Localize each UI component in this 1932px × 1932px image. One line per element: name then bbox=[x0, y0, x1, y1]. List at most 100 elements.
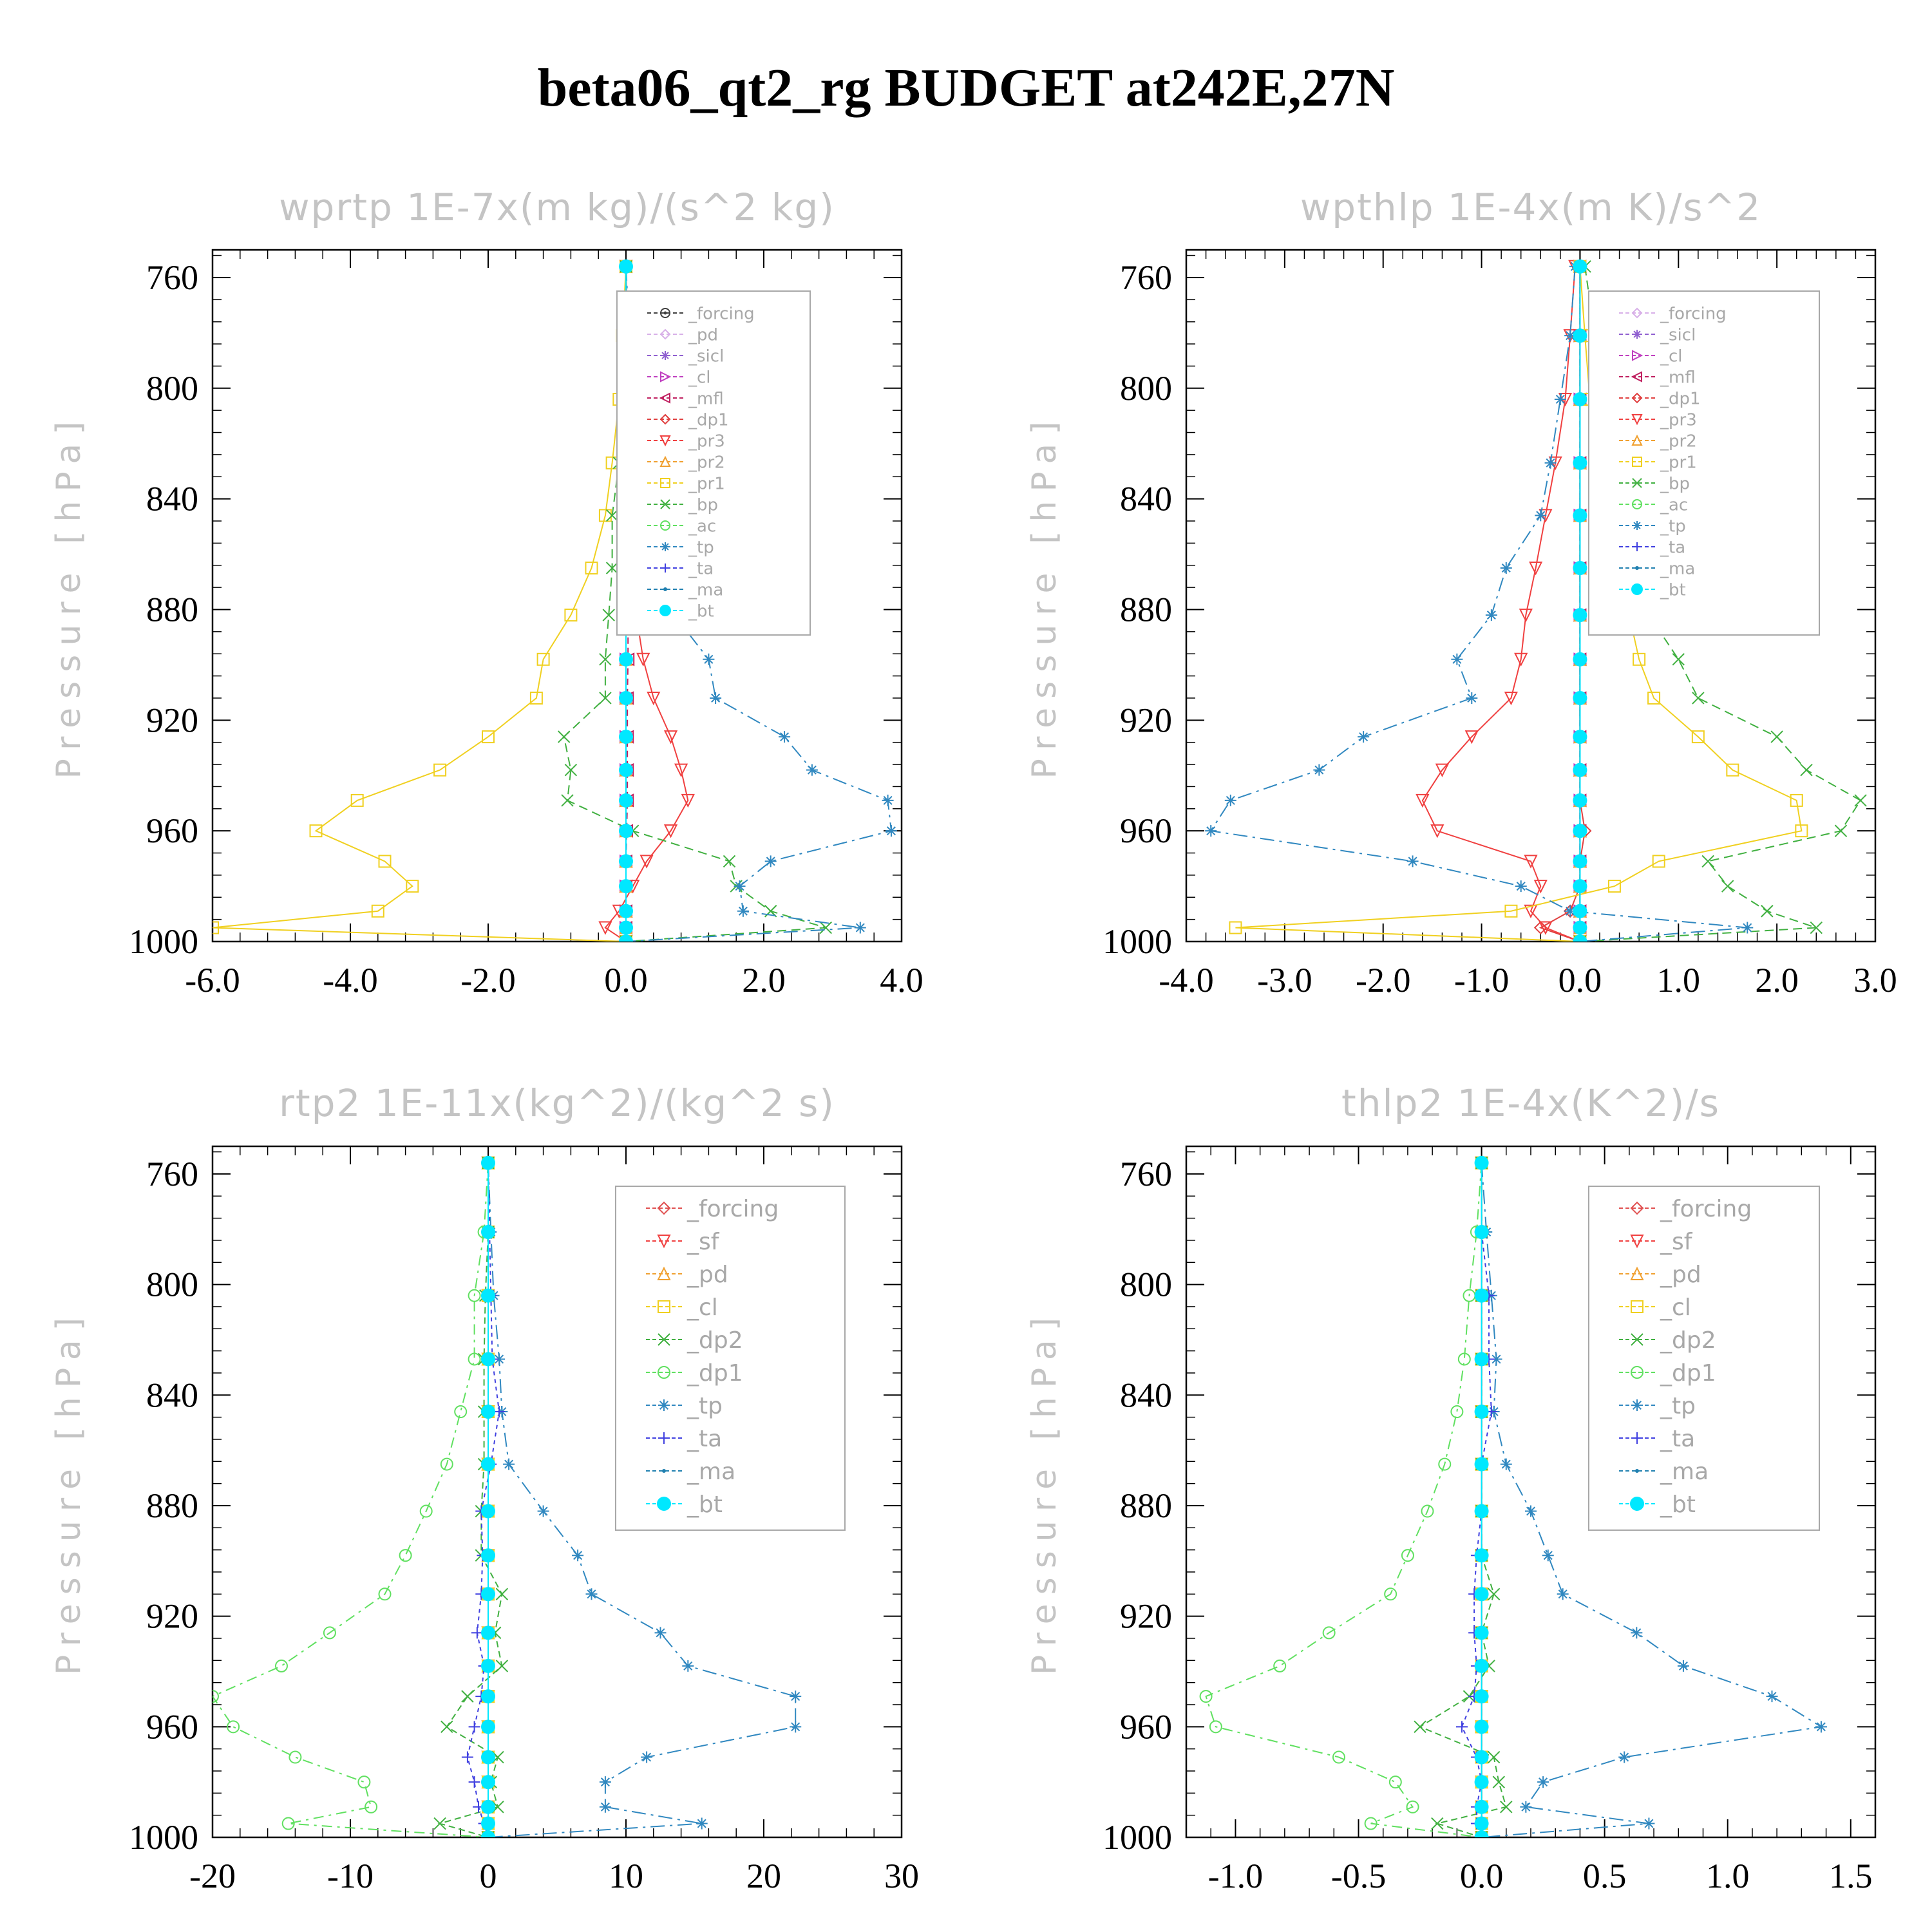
legend-label: _bp bbox=[1660, 474, 1690, 493]
data-point-bp bbox=[1854, 794, 1867, 807]
legend-label: _cl bbox=[687, 1294, 718, 1321]
y-tick-label: 960 bbox=[146, 1707, 198, 1746]
y-axis-label: Pressure [hPa] bbox=[50, 413, 88, 779]
data-point-pr1 bbox=[482, 730, 495, 744]
data-point-bp bbox=[723, 855, 736, 868]
data-point-pr3 bbox=[1464, 730, 1479, 744]
y-tick-label: 800 bbox=[146, 369, 198, 408]
y-tick-label: 760 bbox=[1120, 258, 1172, 297]
legend-marker bbox=[1632, 350, 1643, 361]
data-point-dp2 bbox=[440, 1720, 453, 1734]
legend-marker bbox=[659, 413, 671, 425]
legend-label: _forcing bbox=[1660, 304, 1727, 323]
data-point-dp1 bbox=[289, 1750, 302, 1764]
legend-label: _ta bbox=[1660, 538, 1685, 557]
legend-marker bbox=[658, 1366, 670, 1379]
data-point-bt bbox=[481, 1155, 495, 1170]
legend-marker bbox=[657, 1201, 671, 1215]
data-point-dp2 bbox=[1500, 1801, 1513, 1814]
data-point-bp bbox=[599, 692, 612, 705]
y-tick-label: 840 bbox=[146, 480, 198, 518]
data-point-dp1 bbox=[1450, 1405, 1464, 1419]
data-point-ta bbox=[493, 1406, 506, 1418]
data-point-tp bbox=[1618, 1751, 1631, 1763]
y-tick-label: 880 bbox=[1120, 590, 1172, 629]
data-point-bt bbox=[1573, 934, 1587, 942]
data-point-tp bbox=[737, 905, 749, 917]
data-point-ta bbox=[1456, 1721, 1468, 1733]
x-tick-label: 0 bbox=[480, 1857, 497, 1895]
data-point-tp bbox=[1564, 905, 1577, 917]
y-axis-label: Pressure [hPa] bbox=[50, 1309, 88, 1675]
legend-marker bbox=[657, 1235, 671, 1249]
data-point-dp2 bbox=[1414, 1720, 1426, 1734]
data-point-bt bbox=[619, 730, 633, 744]
data-point-tp bbox=[1224, 794, 1236, 806]
legend-label: _tp bbox=[688, 538, 714, 557]
legend-marker bbox=[1631, 1399, 1643, 1411]
data-point-bt bbox=[481, 1625, 495, 1640]
data-point-pr1 bbox=[536, 652, 550, 666]
data-point-tp bbox=[493, 1353, 506, 1365]
data-point-bp bbox=[1692, 692, 1705, 705]
data-point-pr1 bbox=[1795, 824, 1808, 838]
data-point-bt bbox=[1573, 328, 1587, 343]
data-point-ta bbox=[468, 1776, 480, 1788]
data-point-pr1 bbox=[433, 763, 447, 777]
legend-label: _ma bbox=[688, 580, 723, 600]
data-point-dp2 bbox=[495, 1587, 509, 1601]
legend-label: _bt bbox=[687, 1492, 723, 1518]
data-point-pr3 bbox=[1514, 652, 1528, 667]
data-point-dp1 bbox=[454, 1405, 468, 1419]
y-tick-label: 800 bbox=[146, 1265, 198, 1304]
data-point-dp2 bbox=[433, 1817, 446, 1830]
data-point-tp bbox=[854, 922, 866, 934]
data-point-pr1 bbox=[564, 609, 578, 622]
x-tick-label: -6.0 bbox=[185, 961, 240, 999]
data-point-bt bbox=[481, 1830, 495, 1837]
data-point-tp bbox=[537, 1505, 549, 1517]
data-point-bt bbox=[1573, 508, 1587, 523]
data-point-tp bbox=[1766, 1690, 1778, 1703]
data-point-bt bbox=[1573, 920, 1587, 935]
legend-marker bbox=[663, 587, 667, 591]
data-point-bt bbox=[619, 690, 633, 705]
data-point-tp bbox=[599, 1801, 611, 1813]
legend-marker bbox=[658, 1333, 670, 1346]
x-tick-label: 1.5 bbox=[1829, 1857, 1873, 1895]
data-point-pr1 bbox=[585, 562, 598, 575]
legend-marker bbox=[1630, 1235, 1644, 1249]
series-group bbox=[213, 1155, 802, 1837]
x-tick-label: -3.0 bbox=[1257, 961, 1312, 999]
legend-marker bbox=[1631, 1300, 1643, 1313]
data-point-bp bbox=[1834, 824, 1848, 837]
x-tick-label: -2.0 bbox=[460, 961, 515, 999]
data-point-bt bbox=[481, 1775, 495, 1790]
data-point-bt bbox=[481, 1352, 495, 1367]
data-point-bt bbox=[1474, 1719, 1489, 1734]
data-point-bp bbox=[1761, 905, 1774, 918]
data-point-pr3 bbox=[1524, 855, 1538, 869]
legend-marker bbox=[657, 1497, 671, 1511]
legend-marker bbox=[1631, 1333, 1643, 1346]
data-point-bt bbox=[481, 1504, 495, 1519]
legend: _forcing _pd_sicl _cl _mfl _dp1_pr3 _pr2 _pr1 _… bbox=[616, 290, 811, 636]
legend-label: _sf bbox=[687, 1229, 720, 1255]
data-point-ta bbox=[468, 1721, 480, 1733]
legend-label: _pr2 bbox=[1660, 431, 1697, 451]
legend-label: _sicl bbox=[688, 346, 724, 366]
data-point-pr3 bbox=[681, 793, 695, 808]
data-point-bt bbox=[619, 652, 633, 667]
data-point-dp2 bbox=[461, 1690, 474, 1703]
data-point-pr3 bbox=[1529, 562, 1543, 576]
legend-label: _pd bbox=[687, 1262, 728, 1288]
data-point-bp bbox=[599, 653, 612, 666]
legend-label: _dp1 bbox=[687, 1360, 743, 1387]
legend-label: _pr3 bbox=[688, 431, 725, 451]
legend-marker bbox=[658, 1399, 670, 1411]
legend-marker bbox=[1632, 457, 1642, 467]
data-point-pr1 bbox=[406, 880, 419, 893]
legend-marker bbox=[662, 1469, 666, 1473]
data-point-tp bbox=[641, 1751, 653, 1763]
data-point-dp1 bbox=[440, 1457, 453, 1471]
